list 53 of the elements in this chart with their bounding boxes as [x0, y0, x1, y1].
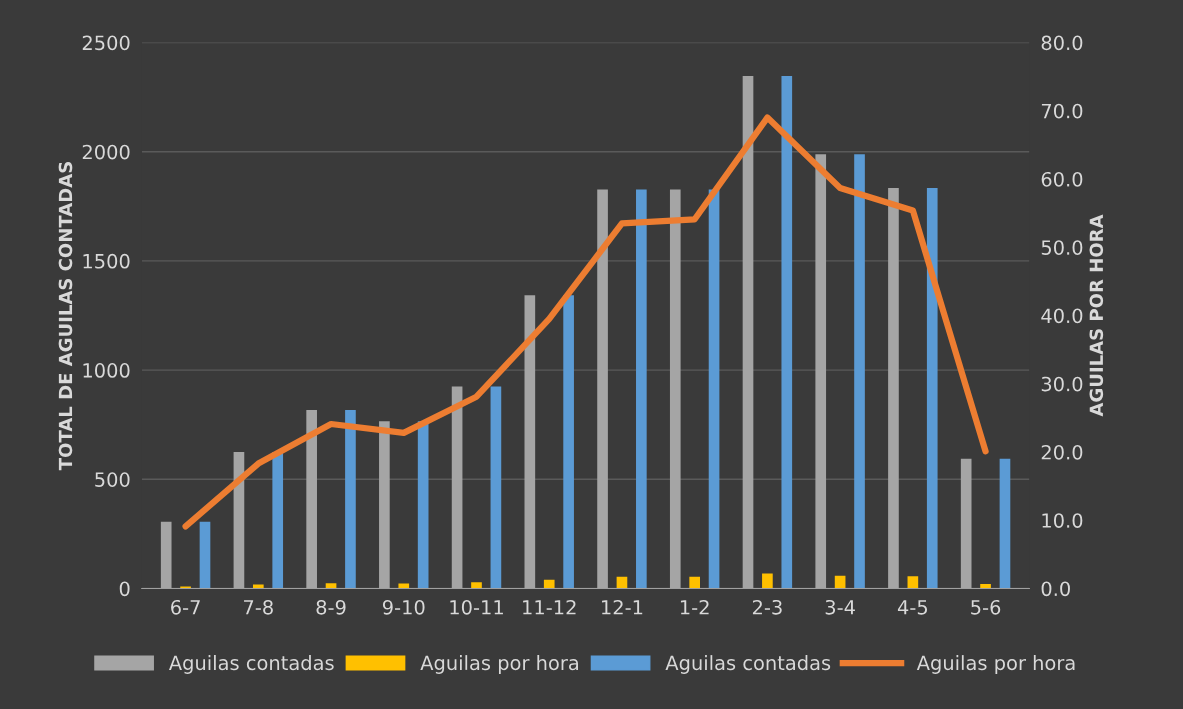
bar — [636, 189, 647, 589]
bar — [980, 584, 991, 589]
bar — [417, 421, 429, 589]
bar — [252, 584, 264, 589]
bar — [762, 573, 773, 589]
x-tick-label: 3-4 — [825, 599, 855, 615]
legend-label: Aguilas contadas — [665, 655, 831, 674]
bar — [543, 579, 555, 589]
bar — [999, 458, 1011, 589]
bar — [272, 451, 284, 589]
y-tick-label: 1500 — [83, 253, 130, 269]
bar — [490, 386, 502, 589]
bar — [781, 75, 793, 589]
y2-axis-title: AGUILAS POR HORA — [1089, 214, 1104, 417]
x-tick-label: 12-1 — [602, 599, 643, 615]
y2-tick-label: 30.0 — [1041, 376, 1083, 392]
x-tick-label: 1-2 — [680, 599, 709, 615]
legend-label: Aguilas por hora — [916, 655, 1075, 674]
legend-label: Aguilas contadas — [168, 655, 334, 674]
y2-tick-label: 10.0 — [1042, 513, 1083, 528]
y-tick-label: 1000 — [83, 363, 130, 378]
bar — [708, 189, 720, 589]
bar — [854, 154, 865, 589]
bar — [907, 576, 919, 589]
y-tick-label: 2500 — [82, 35, 130, 51]
x-tick-label: 7-8 — [244, 599, 273, 615]
bar — [471, 582, 482, 589]
x-tick-label: 2-3 — [752, 599, 782, 615]
y-tick-label: 500 — [95, 472, 130, 487]
y-tick-label: 0 — [119, 581, 130, 597]
y2-tick-label: 50.0 — [1041, 240, 1083, 255]
bar — [689, 576, 701, 589]
x-tick-label: 9-10 — [382, 599, 425, 615]
y2-tick-label: 0.0 — [1041, 581, 1070, 597]
x-tick-label: 11-12 — [523, 599, 576, 615]
legend-label: Aguilas por hora — [420, 655, 578, 674]
y2-tick-label: 20.0 — [1041, 444, 1083, 460]
y-tick-label: 2000 — [82, 144, 130, 160]
y2-tick-label: 40.0 — [1041, 308, 1083, 324]
bar — [398, 583, 410, 589]
bar — [345, 410, 356, 589]
x-tick-label: 5-6 — [971, 599, 1001, 615]
bar — [199, 521, 211, 589]
x-tick-label: 10-11 — [450, 599, 503, 615]
x-tick-label: 6-7 — [171, 599, 200, 615]
y-axis-title: TOTAL DE AGUILAS CONTADAS — [58, 162, 73, 471]
bar — [563, 295, 574, 589]
bar — [926, 187, 938, 589]
y2-tick-label: 80.0 — [1041, 35, 1083, 51]
x-tick-label: 8-9 — [316, 599, 346, 615]
y2-tick-label: 60.0 — [1041, 171, 1083, 187]
x-tick-label: 4-5 — [897, 600, 928, 615]
y2-tick-label: 70.0 — [1041, 103, 1083, 119]
